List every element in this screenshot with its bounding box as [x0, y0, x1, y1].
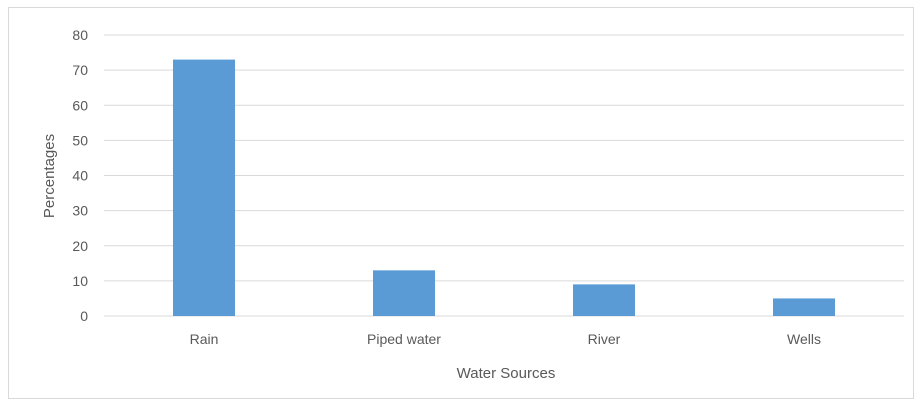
x-tick-label: Rain: [190, 331, 219, 347]
y-tick-label: 30: [72, 203, 88, 219]
gridlines: [104, 34, 904, 317]
bar-piped-water: [373, 270, 435, 316]
bars: [173, 59, 835, 317]
y-tick-label: 50: [72, 132, 88, 148]
y-tick-label: 80: [72, 27, 88, 43]
x-tick-label: Piped water: [367, 331, 441, 347]
x-axis-tick-labels: Rain Piped water River Wells: [190, 331, 821, 347]
x-axis-title: Water Sources: [457, 365, 556, 382]
y-tick-label: 10: [72, 273, 88, 289]
bar-wells: [773, 298, 835, 316]
x-tick-label: River: [588, 331, 621, 347]
bar-rain: [173, 59, 235, 317]
y-tick-label: 60: [72, 97, 88, 113]
x-tick-label: Wells: [787, 331, 821, 347]
y-axis-title: Percentages: [41, 134, 58, 218]
y-tick-label: 20: [72, 238, 88, 254]
y-tick-label: 40: [72, 168, 88, 184]
y-tick-label: 0: [80, 308, 88, 324]
y-tick-label: 70: [72, 62, 88, 78]
y-axis-tick-labels: 0 10 20 30 40 50 60 70 80: [72, 27, 88, 324]
chart-frame: [8, 7, 914, 399]
bar-river: [573, 284, 635, 316]
